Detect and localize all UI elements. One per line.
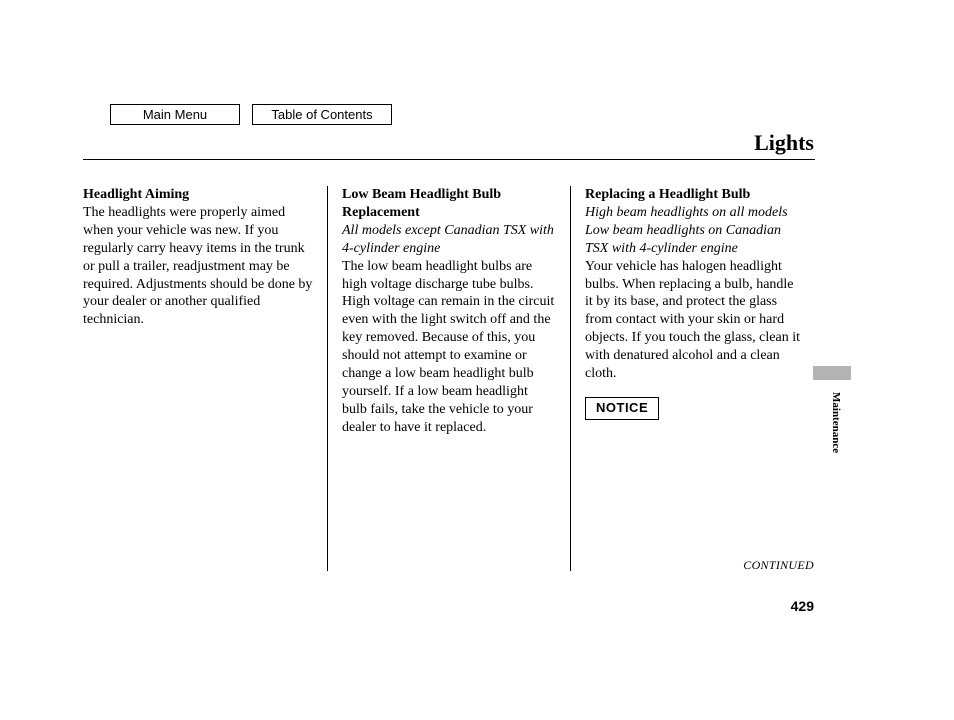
horizontal-rule <box>83 159 815 160</box>
page-number: 429 <box>791 598 814 614</box>
section-note: All models except Canadian TSX with 4-cy… <box>342 223 554 256</box>
section-note: High beam headlights on all models Low b… <box>585 205 788 256</box>
section-body: Your vehicle has halogen headlight bulbs… <box>585 259 800 381</box>
continued-label: CONTINUED <box>743 558 814 573</box>
page-title: Lights <box>754 130 814 156</box>
section-body: The headlights were properly aimed when … <box>83 205 312 327</box>
content-columns: Headlight Aiming The headlights were pro… <box>83 186 815 571</box>
section-title: Replacing a Headlight Bulb <box>585 187 750 202</box>
notice-box: NOTICE <box>585 397 659 420</box>
table-of-contents-button[interactable]: Table of Contents <box>252 104 392 125</box>
column-3: Replacing a Headlight Bulb High beam hea… <box>571 186 815 571</box>
column-1: Headlight Aiming The headlights were pro… <box>83 186 327 571</box>
section-title: Low Beam Headlight Bulb Replacement <box>342 187 501 220</box>
section-body: The low beam headlight bulbs are high vo… <box>342 259 554 435</box>
side-label-maintenance: Maintenance <box>830 392 842 453</box>
nav-buttons: Main Menu Table of Contents <box>110 104 392 125</box>
side-tab <box>813 366 851 380</box>
section-title: Headlight Aiming <box>83 187 189 202</box>
main-menu-button[interactable]: Main Menu <box>110 104 240 125</box>
column-2: Low Beam Headlight Bulb Replacement All … <box>327 186 571 571</box>
